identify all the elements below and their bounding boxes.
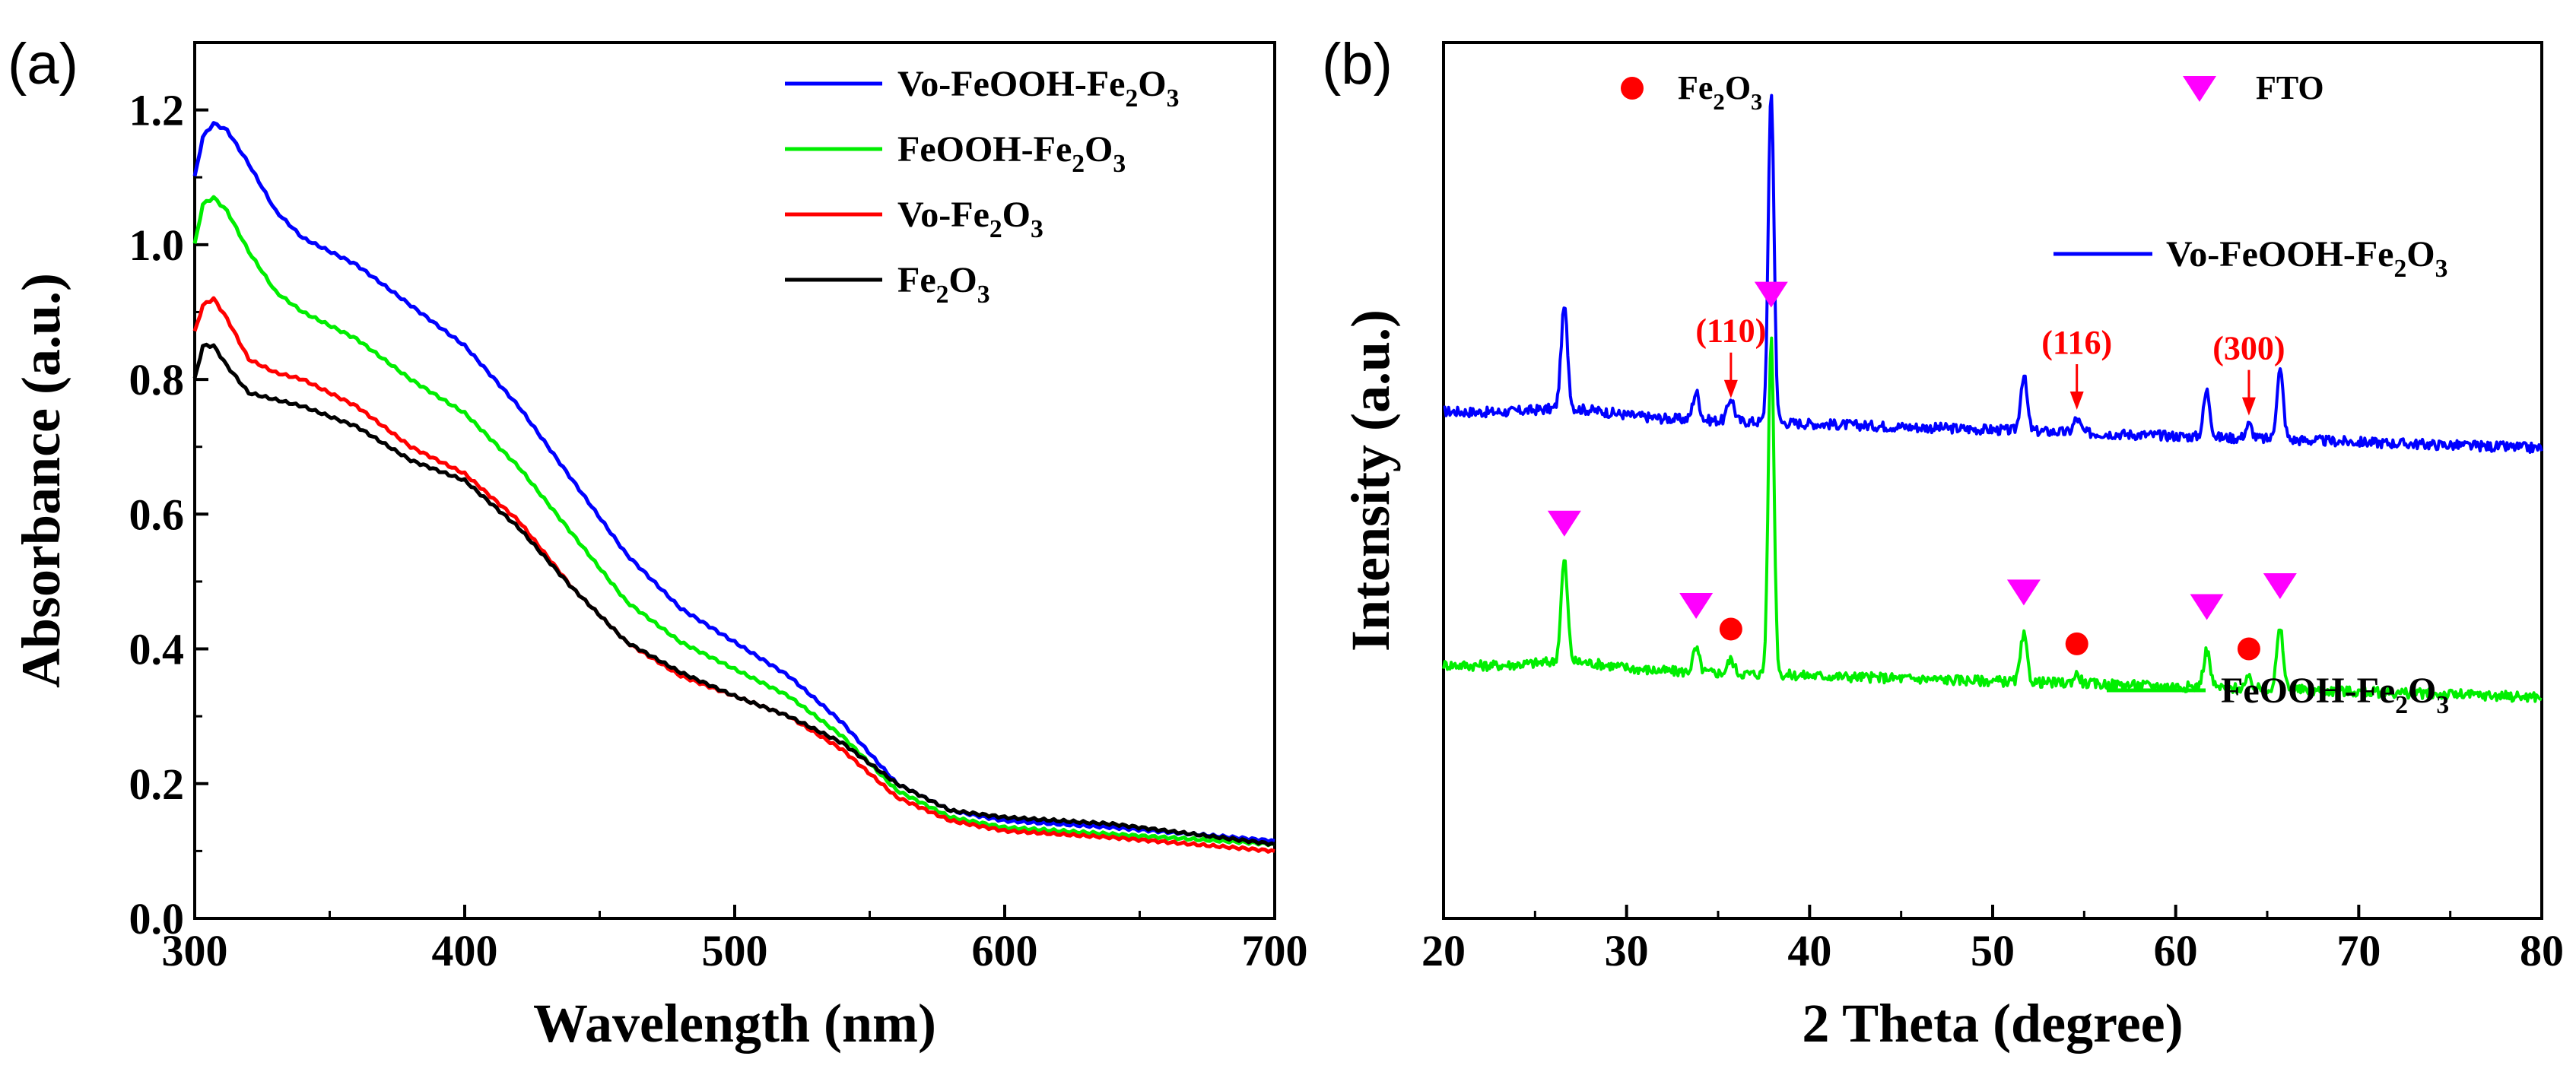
panel-b-x-tick-label: 40 (1787, 926, 1831, 975)
panel-a-y-tick-label: 1.0 (129, 220, 185, 270)
legend-fe2o3-label-subscript: 2 (1713, 89, 1724, 115)
fe2o3-marker-circle (2237, 637, 2260, 661)
panel-b-series (1442, 94, 2543, 703)
panel-a-legend-label: Vo-Fe2O3 (897, 195, 1043, 243)
panel-b-legend-label-subscript: 2 (2395, 691, 2408, 719)
fe2o3-marker-circle (2065, 632, 2088, 655)
fto-marker-triangle (1754, 281, 1788, 308)
annotation-hkl-label: (300) (2212, 330, 2285, 367)
panel-a-x-tick-label: 300 (162, 926, 228, 975)
panel-a-legend-label-mid: O (1085, 129, 1113, 170)
panel-b-legend-label-subscript: 2 (2393, 255, 2406, 283)
panel-b-legend-label-subscript: 3 (2435, 255, 2448, 283)
panel-a-legend-label-base: Vo-Fe (897, 195, 989, 235)
panel-a-series (192, 121, 1275, 854)
legend-fto-label: FTO (2256, 69, 2324, 106)
panel-b-x-tick-label: 70 (2336, 926, 2381, 975)
panel-b-xrd-chart: (b) 20 30 40 50 60 70 80 (110) (116) (300) Fe2O3… (1322, 32, 2564, 1054)
panel-a-legend-label-mid: O (1002, 195, 1031, 235)
panel-a-ticks: 300 400 500 600 700 0.0 0.2 0.4 0.6 0.8 1.0 1.2 (129, 41, 1308, 975)
panel-a-legend-label-base: Fe (897, 260, 936, 300)
panel-a-legend-label-subscript: 2 (989, 215, 1002, 243)
legend-fe2o3-label-mid: O (1725, 69, 1751, 106)
panel-b-y-axis-title: Intensity (a.u.) (1340, 309, 1401, 652)
panel-a-x-tick-label: 600 (972, 926, 1038, 975)
panel-b-legend-label: FeOOH-Fe2O3 (2221, 671, 2449, 719)
panel-a-x-tick-label: 700 (1242, 926, 1308, 975)
panel-a-y-tick-label: 0.0 (129, 894, 185, 943)
annotation-hkl-label: (116) (2041, 324, 2112, 361)
fe2o3-marker-circle (1719, 617, 1742, 641)
panel-a-y-tick-label: 0.6 (129, 490, 185, 539)
panel-b-x-tick-label: 50 (1971, 926, 2015, 975)
panel-b-legend-label-mid: O (2406, 234, 2435, 274)
panel-b-legend-label: Vo-FeOOH-Fe2O3 (2166, 234, 2447, 283)
panel-a-x-tick-label: 500 (702, 926, 768, 975)
panel-b-legend-label-mid: O (2408, 671, 2436, 711)
panel-b-x-tick-label: 20 (1421, 926, 1466, 975)
panel-b-legend-label-subscript: 3 (2436, 691, 2449, 719)
annotation-arrow-head (2069, 392, 2084, 411)
panel-a-legend-label-subscript: 3 (977, 281, 990, 309)
panel-a-legend-label-subscript: 3 (1113, 150, 1126, 178)
panel-a-legend-label-mid: O (1138, 64, 1166, 104)
panel-a-x-axis-title: Wavelength (nm) (533, 993, 936, 1054)
panel-a-legend-label-subscript: 2 (936, 281, 949, 309)
panel-b-label: (b) (1322, 32, 1393, 97)
panel-a-x-tick-label: 400 (432, 926, 498, 975)
legend-fe2o3-label-subscript: 3 (1751, 89, 1762, 115)
panel-a-legend-label-base: Vo-FeOOH-Fe (897, 64, 1125, 104)
panel-b-legend-label-base: FeOOH-Fe (2221, 671, 2395, 711)
panel-a-series-line (192, 195, 1275, 848)
panel-a-legend-label: Vo-FeOOH-Fe2O3 (897, 64, 1179, 113)
panel-a-absorbance-chart: (a) 300 400 500 600 700 0.0 0.2 0.4 0.6 0.8 1.0 1.2… (8, 32, 1308, 1054)
panel-a-y-tick-label: 0.8 (129, 355, 185, 404)
panel-b-annotations: (110) (116) (300) (1695, 312, 2285, 416)
panel-a-series-line (192, 121, 1275, 844)
panel-a-y-tick-label: 1.2 (129, 86, 185, 135)
panel-b-x-axis-title: 2 Theta (degree) (1802, 993, 2183, 1054)
panel-a-legend-label-subscript: 3 (1031, 215, 1043, 243)
panel-b-x-tick-label: 30 (1605, 926, 1649, 975)
panel-a-legend-label-subscript: 2 (1072, 150, 1085, 178)
annotation-hkl-label: (110) (1695, 312, 1766, 350)
panel-b-plot-frame (1442, 41, 2543, 920)
panel-a-legend-label-base: FeOOH-Fe (897, 129, 1072, 170)
panel-a-series-line (192, 342, 1275, 847)
panel-b-x-tick-label: 80 (2520, 926, 2564, 975)
panel-a-y-tick-label: 0.4 (129, 625, 185, 674)
panel-a-legend-label-subscript: 3 (1167, 84, 1180, 113)
panel-a-legend-label-subscript: 2 (1125, 84, 1138, 113)
panel-a-legend-label: FeOOH-Fe2O3 (897, 129, 1126, 178)
fto-marker-triangle (2263, 573, 2297, 600)
panel-a-y-axis-title: Absorbance (a.u.) (11, 273, 71, 688)
panel-a-legend-label-mid: O (948, 260, 977, 300)
panel-b-x-tick-label: 60 (2154, 926, 2198, 975)
panel-a-legend-label: Fe2O3 (897, 260, 990, 309)
legend-fe2o3-label-base: Fe (1678, 69, 1713, 106)
legend-fe2o3-circle-icon (1621, 77, 1644, 100)
panel-a-series-line (192, 296, 1275, 854)
panel-b-ticks: 20 30 40 50 60 70 80 (1421, 905, 2564, 975)
panel-b-series-line (1442, 336, 2543, 703)
fto-marker-triangle (1679, 592, 1714, 619)
legend-fe2o3-label: Fe2O3 (1678, 69, 1762, 115)
annotation-arrow-head (1723, 379, 1738, 398)
annotation-arrow-head (2241, 397, 2256, 416)
panel-b-phase-markers (1547, 281, 2297, 661)
fto-marker-triangle (1547, 510, 1581, 537)
panel-a-label: (a) (8, 32, 78, 97)
panel-a-y-tick-label: 0.2 (129, 759, 185, 809)
panel-b-legend-label-base: Vo-FeOOH-Fe (2166, 234, 2393, 274)
panel-b-series-line (1443, 94, 2543, 454)
fto-marker-triangle (2190, 594, 2224, 620)
fto-marker-triangle (2006, 579, 2041, 606)
legend-fto-triangle-icon (2183, 76, 2216, 102)
